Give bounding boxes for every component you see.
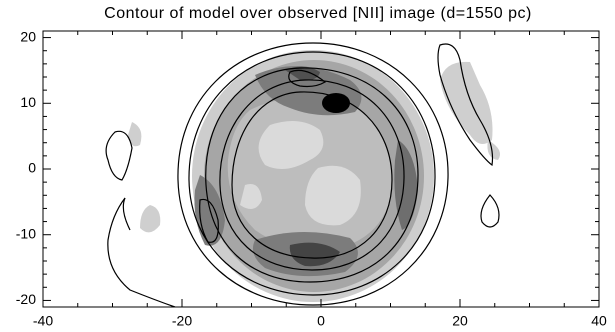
chart: Contour of model over observed [NII] ima…: [0, 0, 615, 332]
y-tick-label: -10: [16, 225, 36, 241]
y-tick-label: 20: [20, 28, 36, 44]
x-tick-label: -40: [33, 313, 53, 329]
x-tick-label: 40: [591, 313, 607, 329]
y-tick-label: 0: [28, 160, 36, 176]
x-tick-label: 20: [452, 313, 468, 329]
y-tick-label: 10: [20, 94, 36, 110]
y-tick-label: -20: [16, 291, 36, 307]
x-tick-label: 0: [317, 313, 325, 329]
x-tick-label: -20: [172, 313, 192, 329]
chart-title: Contour of model over observed [NII] ima…: [104, 5, 532, 22]
contour-image: [106, 43, 500, 307]
